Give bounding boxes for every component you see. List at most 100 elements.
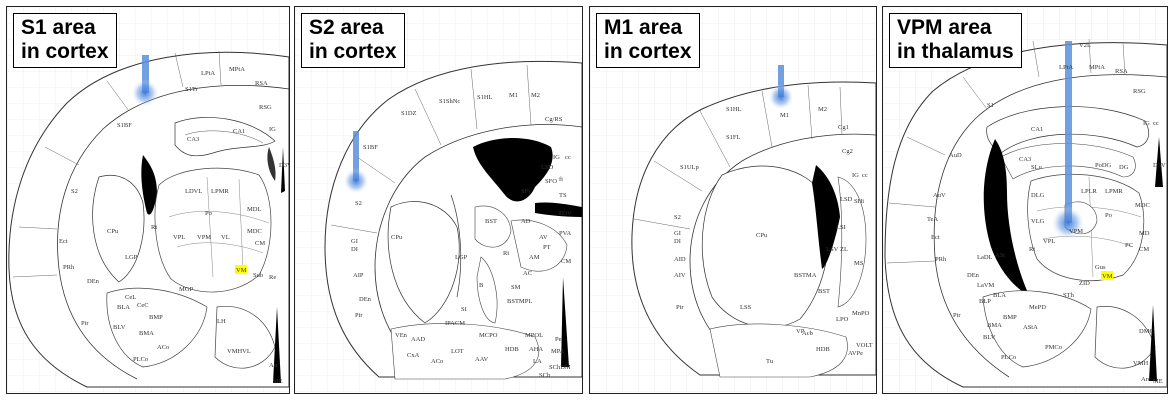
svg-text:ME: ME	[273, 378, 283, 385]
title-line-2: in thalamus	[897, 40, 1014, 63]
svg-text:B: B	[479, 282, 484, 289]
panel-title: M1 area in cortex	[596, 13, 700, 68]
svg-text:BMP: BMP	[149, 314, 163, 321]
svg-text:D3V: D3V	[559, 210, 572, 217]
svg-text:TeA: TeA	[927, 216, 938, 223]
panel-s2: S2 area in cortex S1DZ S1ShNc	[294, 6, 583, 394]
svg-text:SCh: SCh	[539, 372, 551, 379]
title-line-1: S1 area	[21, 16, 96, 39]
svg-text:BST: BST	[485, 218, 497, 225]
svg-text:LPMR: LPMR	[211, 188, 229, 195]
svg-text:S1BF: S1BF	[117, 122, 132, 129]
svg-text:LPtA: LPtA	[1059, 64, 1073, 71]
svg-text:Pir: Pir	[676, 304, 684, 311]
svg-text:VMH: VMH	[1133, 360, 1148, 367]
svg-text:LSS: LSS	[740, 304, 752, 311]
svg-text:S1ShNc: S1ShNc	[439, 98, 460, 105]
svg-text:Arc: Arc	[1141, 376, 1151, 383]
svg-text:Arc: Arc	[269, 362, 279, 369]
region-labels: LPtA MPtA RSA RSG V2L S1 AuD AuV TeA Ect PRh P…	[927, 42, 1166, 385]
svg-text:S1HL: S1HL	[477, 94, 493, 101]
svg-text:RSA: RSA	[1115, 68, 1128, 75]
svg-text:Pir: Pir	[953, 312, 961, 319]
svg-text:MnPO: MnPO	[852, 310, 870, 317]
svg-text:cc: cc	[862, 172, 868, 179]
svg-text:IG: IG	[269, 126, 276, 133]
svg-text:CA3: CA3	[187, 136, 199, 143]
svg-text:S2: S2	[674, 214, 681, 221]
svg-text:VOLT: VOLT	[856, 342, 873, 349]
svg-text:LPMR: LPMR	[1105, 188, 1123, 195]
svg-text:PC: PC	[1125, 242, 1133, 249]
svg-text:CM: CM	[561, 258, 571, 265]
svg-text:MDC: MDC	[1135, 202, 1150, 209]
svg-text:Sub: Sub	[253, 272, 263, 279]
svg-text:CM: CM	[1139, 246, 1149, 253]
svg-text:PMCo: PMCo	[1045, 344, 1062, 351]
svg-text:BLA: BLA	[993, 292, 1006, 299]
title-line-1: VPM area	[897, 16, 992, 39]
svg-text:TS: TS	[559, 192, 567, 199]
svg-text:cc: cc	[1153, 120, 1159, 127]
svg-text:RSA: RSA	[255, 80, 268, 87]
svg-text:CeC: CeC	[137, 302, 149, 309]
svg-text:CA1: CA1	[1031, 126, 1043, 133]
svg-text:M1: M1	[780, 112, 789, 119]
svg-text:AID: AID	[674, 256, 686, 263]
svg-text:MDC: MDC	[247, 228, 262, 235]
svg-text:D3V: D3V	[1153, 162, 1166, 169]
svg-text:LA: LA	[533, 358, 542, 365]
svg-text:LSV: LSV	[826, 246, 839, 253]
svg-text:Pir: Pir	[81, 320, 89, 327]
svg-text:RSG: RSG	[259, 104, 272, 111]
svg-text:BLV: BLV	[113, 324, 126, 331]
svg-text:Rt: Rt	[151, 224, 157, 231]
svg-text:SI: SI	[461, 306, 467, 313]
svg-text:ME: ME	[1153, 378, 1163, 385]
svg-text:S1BF: S1BF	[363, 144, 378, 151]
svg-text:LGP: LGP	[125, 254, 138, 261]
svg-text:LaDL: LaDL	[977, 254, 993, 261]
panel-vpm: VPM area in thalamus	[882, 6, 1168, 394]
svg-text:DEn: DEn	[359, 296, 372, 303]
svg-text:MD: MD	[1139, 230, 1150, 237]
svg-text:AIP: AIP	[353, 272, 364, 279]
svg-text:M2: M2	[818, 106, 827, 113]
svg-text:CeL: CeL	[125, 294, 136, 301]
svg-text:ACo: ACo	[157, 344, 169, 351]
svg-text:Cg2: Cg2	[842, 148, 853, 155]
panel-title: VPM area in thalamus	[889, 13, 1022, 68]
svg-text:GI: GI	[674, 230, 681, 237]
svg-text:SHi: SHi	[854, 198, 864, 205]
svg-text:ASt: ASt	[995, 252, 1005, 259]
svg-text:MDL: MDL	[247, 206, 261, 213]
svg-text:DMC: DMC	[1139, 328, 1154, 335]
svg-text:IG: IG	[852, 172, 859, 179]
svg-text:CxA: CxA	[407, 352, 420, 359]
svg-text:PRh: PRh	[935, 256, 947, 263]
svg-text:VPL: VPL	[1043, 238, 1055, 245]
svg-text:VP: VP	[796, 328, 805, 335]
svg-text:Tu: Tu	[766, 358, 774, 365]
atlas-section: LPtA MPtA RSA RSG V2L S1 AuD AuV TeA Ect PRh P…	[883, 7, 1167, 393]
svg-text:BMP: BMP	[1003, 314, 1017, 321]
svg-text:S1FL: S1FL	[726, 134, 740, 141]
region-labels: S1Tr S1BF S2 Ect PRh Pir CPu LGP LDVL LPMR VP…	[59, 66, 289, 385]
svg-text:Pe: Pe	[555, 336, 562, 343]
svg-text:M2: M2	[531, 92, 540, 99]
svg-text:VPL: VPL	[173, 234, 185, 241]
svg-text:ACo: ACo	[431, 358, 443, 365]
svg-text:PT: PT	[543, 244, 551, 251]
svg-text:Rt: Rt	[1029, 246, 1035, 253]
title-line-2: in cortex	[21, 40, 109, 63]
svg-text:V2L: V2L	[1079, 42, 1091, 49]
svg-text:VPM: VPM	[197, 234, 211, 241]
svg-text:Rt: Rt	[503, 250, 509, 257]
svg-text:LaVM: LaVM	[977, 282, 995, 289]
svg-text:BSTMA: BSTMA	[794, 272, 817, 279]
svg-text:IG: IG	[1143, 120, 1150, 127]
